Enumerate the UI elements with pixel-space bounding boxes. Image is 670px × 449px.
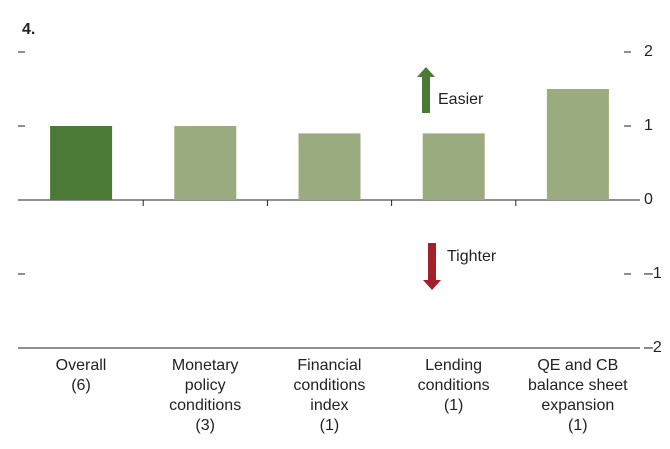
y-tick-label: 0 (644, 191, 653, 208)
bar (174, 126, 237, 200)
up-arrow (417, 67, 435, 113)
annotation: Easier (438, 91, 484, 108)
y-tick-label: 1 (644, 117, 653, 134)
bar (546, 89, 609, 200)
y-tick-label: 2 (644, 43, 653, 60)
y-tick-label: –1 (644, 265, 662, 282)
bar (422, 133, 485, 200)
y-tick-label: –2 (644, 339, 662, 356)
annotation: Tighter (447, 248, 497, 265)
x-tick-label: Lending conditions (1) (417, 357, 490, 414)
down-arrow (423, 243, 441, 290)
bar (298, 133, 361, 200)
x-tick-label: QE and CB balance sheet expansion (1) (527, 357, 628, 434)
x-tick-label: Overall (6) (55, 357, 107, 394)
x-tick-label: Monetary policy conditions (3) (169, 357, 242, 434)
bar (50, 126, 113, 200)
chart-title: 4. (22, 21, 35, 38)
x-tick-label: Financial conditions index (1) (293, 357, 366, 434)
